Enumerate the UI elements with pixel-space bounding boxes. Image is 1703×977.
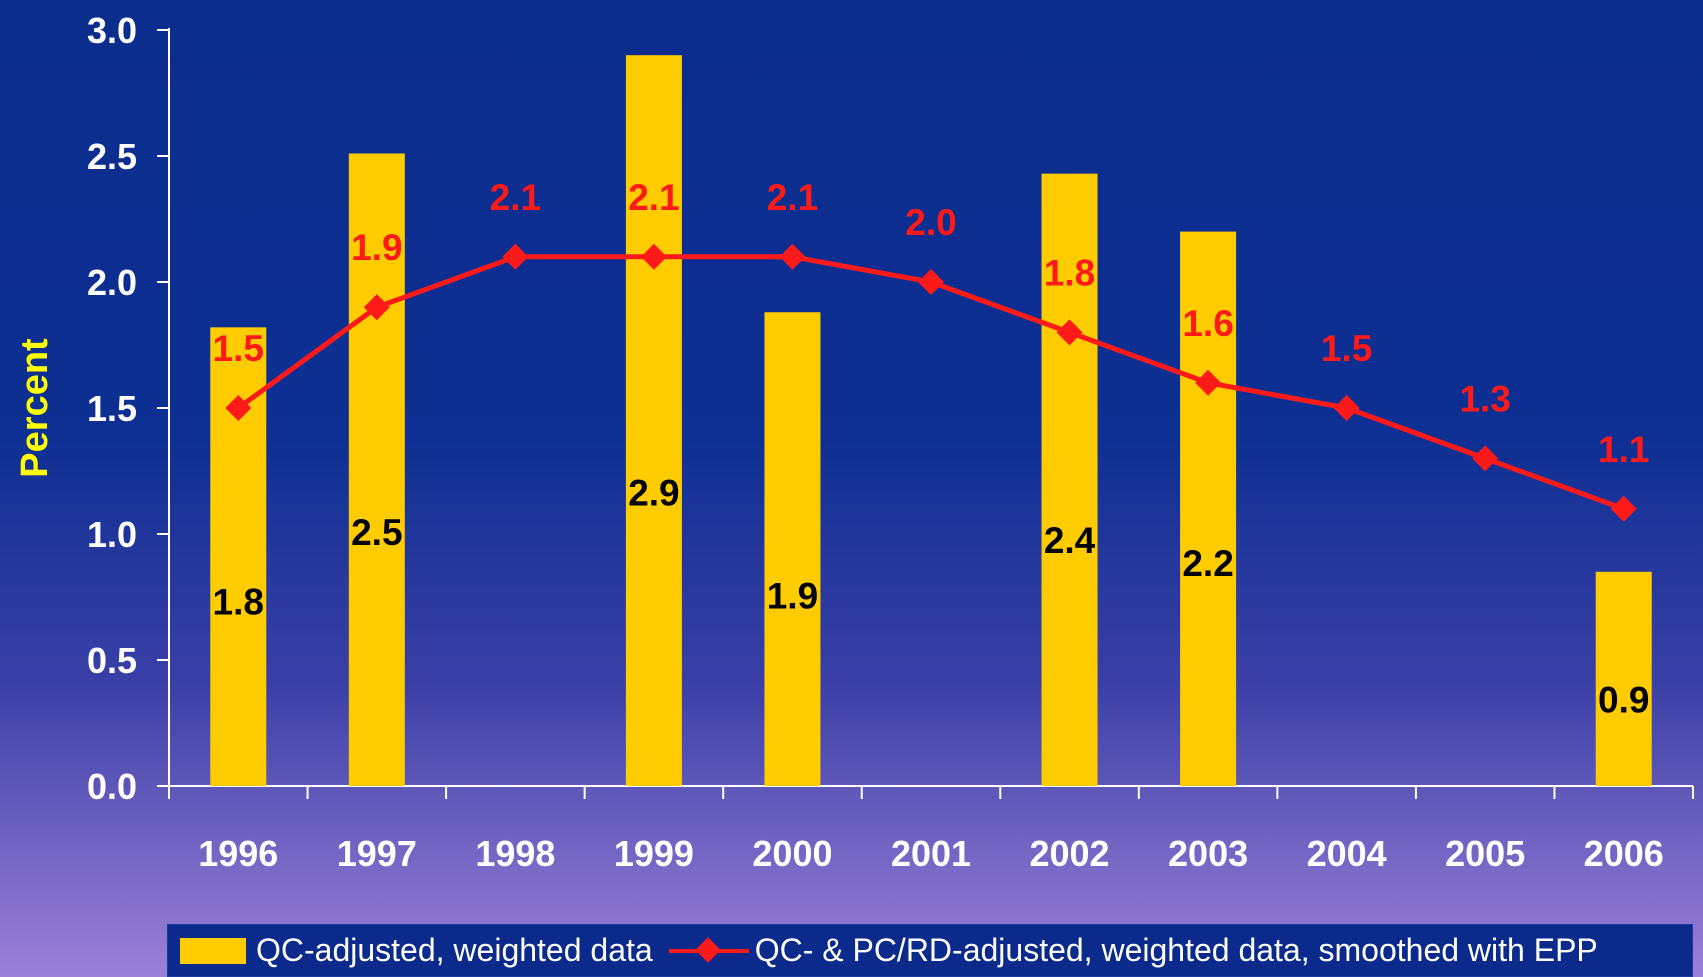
bar bbox=[348, 153, 405, 787]
legend-line-swatch bbox=[668, 936, 749, 966]
line-data-label: 2.1 bbox=[490, 177, 541, 218]
y-tick-label: 1.0 bbox=[87, 514, 137, 555]
line-data-label: 1.6 bbox=[1182, 303, 1233, 344]
bar-series bbox=[210, 55, 1652, 787]
legend: QC-adjusted, weighted data QC- & PC/RD-a… bbox=[167, 924, 1693, 977]
bar-data-label: 2.2 bbox=[1182, 543, 1233, 584]
line-marker bbox=[502, 243, 529, 270]
y-tick-label: 1.5 bbox=[87, 388, 137, 429]
y-tick-label: 0.0 bbox=[87, 766, 137, 807]
legend-bar-label: QC-adjusted, weighted data bbox=[256, 932, 653, 968]
x-tick-label: 2006 bbox=[1584, 833, 1664, 874]
line-data-label: 1.5 bbox=[1321, 328, 1372, 369]
line-marker bbox=[1333, 395, 1360, 421]
line-data-label: 1.9 bbox=[351, 227, 402, 268]
line-data-label: 2.1 bbox=[767, 177, 818, 218]
x-tick-label: 2004 bbox=[1307, 833, 1387, 874]
bar-data-label: 2.5 bbox=[351, 512, 402, 553]
line-marker bbox=[640, 243, 667, 270]
x-tick-label: 1998 bbox=[475, 833, 555, 874]
line-series bbox=[225, 243, 1637, 522]
line-marker bbox=[363, 294, 390, 321]
legend-line-label: QC- & PC/RD-adjusted, weighted data, smo… bbox=[754, 932, 1598, 968]
bar-data-label: 0.9 bbox=[1598, 679, 1649, 720]
bar bbox=[1180, 231, 1237, 787]
x-tick-label: 1997 bbox=[337, 833, 417, 874]
bar bbox=[764, 312, 821, 786]
bar bbox=[1041, 173, 1098, 786]
line-marker bbox=[779, 243, 806, 270]
y-tick-label: 2.5 bbox=[87, 136, 137, 177]
line-data-label: 1.1 bbox=[1598, 429, 1649, 470]
y-tick-label: 0.5 bbox=[87, 640, 137, 681]
axes: 0.0 0.5 1.0 1.5 2.0 2.5 3.0 1996 1997 1998 1999 200… bbox=[87, 10, 1694, 874]
line-data-label: 1.5 bbox=[213, 328, 264, 369]
y-tick-label: 3.0 bbox=[87, 10, 137, 51]
line-data-label: 2.0 bbox=[905, 202, 956, 243]
x-tick-label: 2000 bbox=[752, 833, 832, 874]
line-marker bbox=[918, 269, 944, 295]
line-marker bbox=[1195, 369, 1222, 396]
data-labels: 1.8 2.5 2.9 1.9 2.4 2.2 0.9 1.5 1.9 2.1 2.1 2.1 2.0 1… bbox=[213, 177, 1650, 721]
x-tick-label: 1996 bbox=[198, 833, 278, 874]
bar bbox=[1595, 571, 1652, 786]
x-tick-label: 1999 bbox=[614, 833, 694, 874]
line-data-label: 1.8 bbox=[1044, 252, 1095, 293]
line-data-label: 2.1 bbox=[628, 177, 679, 218]
legend-bar-swatch bbox=[180, 937, 246, 964]
y-tick-label: 2.0 bbox=[87, 262, 137, 303]
y-axis-label: Percent bbox=[14, 338, 56, 478]
line-data-label: 1.3 bbox=[1459, 378, 1510, 419]
bar-data-label: 1.8 bbox=[213, 582, 264, 623]
line-marker bbox=[1472, 445, 1499, 472]
line-marker bbox=[1610, 495, 1637, 522]
line-marker bbox=[225, 395, 252, 421]
line-marker bbox=[1056, 319, 1083, 346]
bar-data-label: 2.4 bbox=[1044, 520, 1096, 561]
bar bbox=[625, 55, 682, 786]
x-tick-label: 2002 bbox=[1029, 833, 1109, 874]
bar-data-label: 1.9 bbox=[767, 575, 818, 616]
x-tick-label: 2001 bbox=[891, 833, 971, 874]
x-tick-label: 2005 bbox=[1445, 833, 1525, 874]
x-tick-label: 2003 bbox=[1168, 833, 1248, 874]
bar-data-label: 2.9 bbox=[628, 473, 679, 514]
